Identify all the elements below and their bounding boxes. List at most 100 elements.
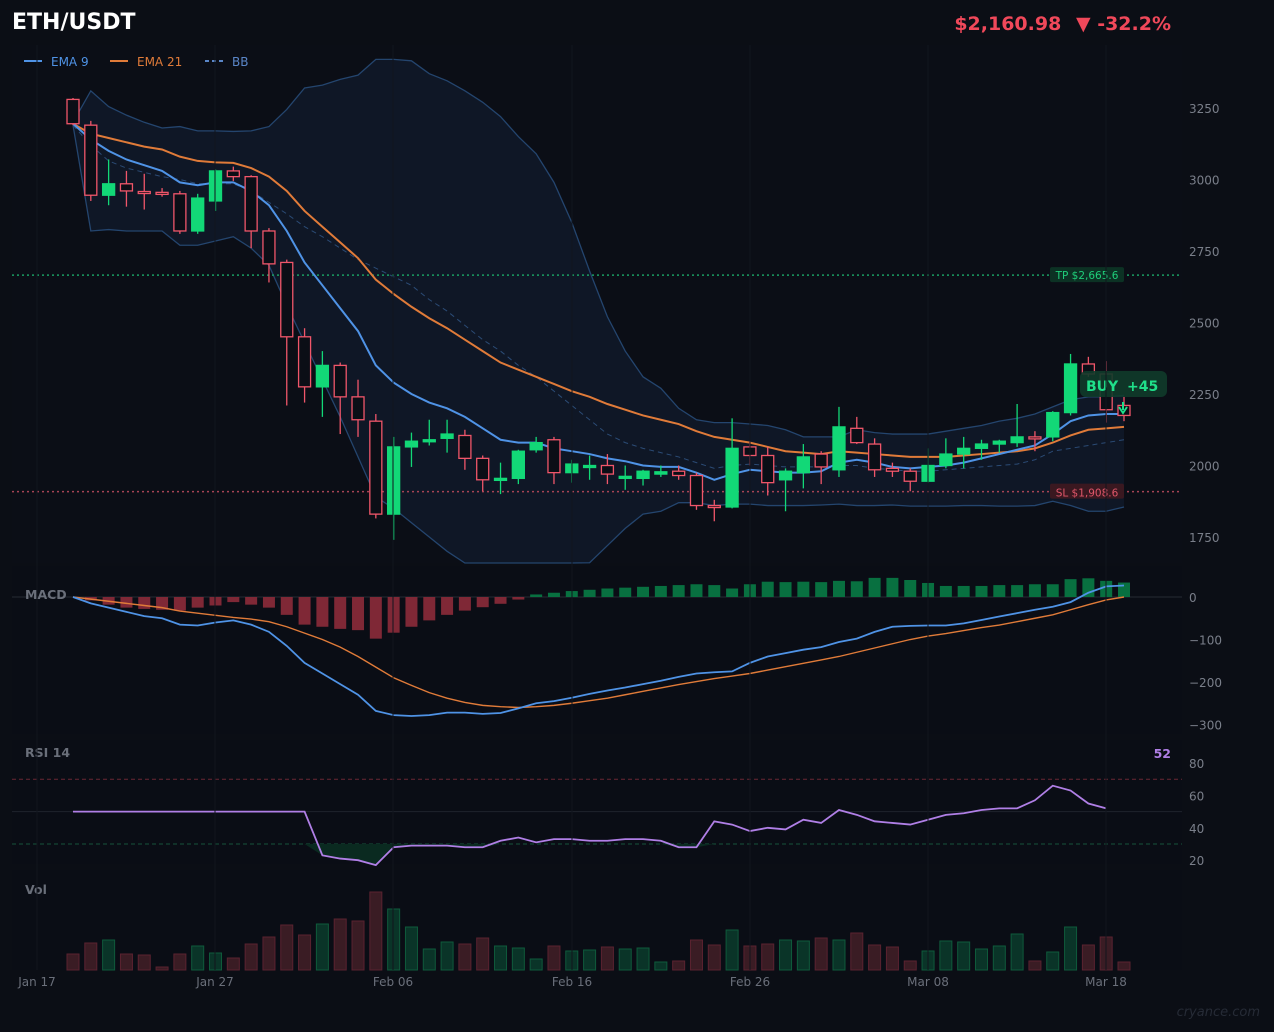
macd-signal-line xyxy=(72,596,1125,709)
macd-histogram-bar xyxy=(1028,584,1041,597)
macd-histogram-bar xyxy=(726,588,739,597)
price-axis-tick: 1750 xyxy=(1189,531,1220,545)
candle-body xyxy=(992,440,1006,445)
volume-bar xyxy=(66,953,80,971)
rsi-axis-tick: 60 xyxy=(1189,789,1204,803)
x-axis-tick: Feb 26 xyxy=(730,975,770,989)
candle-body xyxy=(832,426,846,471)
macd-histogram-bar xyxy=(405,597,418,627)
price-axis-tick: 3250 xyxy=(1189,102,1220,116)
current-price: $2,160.98 xyxy=(954,13,1062,35)
candle-body xyxy=(440,433,454,439)
volume-bar xyxy=(244,943,258,971)
volume-bar xyxy=(636,947,650,971)
symbol-title: ETH/USDT xyxy=(12,10,136,35)
candle-body xyxy=(297,336,312,388)
candle-body xyxy=(903,470,917,482)
macd-histogram-bar xyxy=(512,597,525,600)
candle-body xyxy=(867,443,882,471)
candle-body xyxy=(333,364,347,398)
volume-bar xyxy=(476,937,490,971)
volume-bar xyxy=(903,960,917,971)
volume-panel-bg xyxy=(12,870,1182,970)
candle-body xyxy=(280,261,294,338)
volume-bar xyxy=(458,943,472,971)
macd-histogram-bar xyxy=(530,594,543,597)
macd-histogram-bar xyxy=(369,597,382,639)
candle-body xyxy=(208,170,223,202)
volume-bar xyxy=(262,936,276,971)
macd-histogram-bar xyxy=(797,581,810,597)
macd-histogram-bar xyxy=(619,587,632,597)
sl-label: SL $1,908.6 xyxy=(1056,488,1119,500)
candle-body xyxy=(654,471,668,475)
price-axis-tick: 2750 xyxy=(1189,245,1220,259)
volume-panel-label: Vol xyxy=(25,882,47,897)
candle-body xyxy=(155,191,169,196)
candle-body xyxy=(885,467,900,472)
volume-bar xyxy=(315,923,329,971)
macd-line xyxy=(72,584,1125,717)
x-axis-tick: Mar 08 xyxy=(907,975,949,989)
volume-bar xyxy=(885,946,899,971)
x-axis-tick: Mar 18 xyxy=(1085,975,1127,989)
bb-lower-line xyxy=(72,125,1125,564)
candle-body xyxy=(547,439,561,474)
volume-bar xyxy=(84,942,98,971)
candle-body xyxy=(636,470,650,480)
macd-histogram-bar xyxy=(904,580,917,597)
macd-histogram-bar xyxy=(1064,579,1077,597)
tp-label: TP $2,665.6 xyxy=(1055,270,1119,282)
macd-histogram-bar xyxy=(637,586,650,597)
volume-bar xyxy=(102,939,116,971)
volume-bar xyxy=(191,945,205,971)
buy-signal-label: BUY xyxy=(1086,379,1119,395)
candle-body xyxy=(814,453,828,468)
macd-histogram-bar xyxy=(209,597,222,606)
price-axis-tick: 3000 xyxy=(1189,174,1220,188)
x-axis-tick: Feb 06 xyxy=(373,975,413,989)
rsi-panel-bg xyxy=(12,740,1182,864)
macd-axis-tick: 0 xyxy=(1189,591,1197,605)
macd-histogram-bar xyxy=(761,581,774,597)
volume-bar xyxy=(850,932,864,971)
macd-histogram-bar xyxy=(298,597,311,625)
candle-body xyxy=(262,230,276,265)
volume-bar xyxy=(209,952,223,971)
price-axis-tick: 2500 xyxy=(1189,317,1220,331)
volume-bar xyxy=(333,918,347,971)
macd-histogram-bar xyxy=(672,585,685,597)
macd-histogram-bar xyxy=(975,585,988,597)
candle-body xyxy=(101,183,116,196)
x-axis-tick: Jan 17 xyxy=(17,975,56,989)
candle-body xyxy=(974,443,989,449)
rsi-panel-label: RSI 14 xyxy=(25,745,70,760)
buy-signal-badge xyxy=(1080,371,1167,397)
x-axis-tick: Jan 27 xyxy=(195,975,234,989)
candle-body xyxy=(600,464,615,475)
volume-bar xyxy=(494,945,508,971)
volume-bar xyxy=(761,943,775,971)
candle-body xyxy=(458,434,472,460)
candle-body xyxy=(582,464,597,469)
macd-panel-bg xyxy=(12,566,1182,734)
macd-histogram-bar xyxy=(850,581,863,597)
candle-body xyxy=(315,364,330,388)
candle-body xyxy=(707,504,721,509)
volume-bar xyxy=(1064,926,1078,971)
volume-bar xyxy=(868,944,882,971)
candle-body xyxy=(84,124,98,196)
macd-histogram-bar xyxy=(957,585,970,597)
macd-histogram-bar xyxy=(815,582,828,597)
macd-panel-label: MACD xyxy=(25,587,67,602)
macd-histogram-bar xyxy=(868,577,881,597)
volume-bar xyxy=(654,961,668,971)
macd-histogram-bar xyxy=(387,597,400,633)
volume-bar xyxy=(155,966,169,971)
candle-body xyxy=(226,170,240,178)
candle-body xyxy=(725,447,739,508)
volume-bar xyxy=(1010,933,1024,971)
macd-histogram-bar xyxy=(494,597,507,604)
buy-signal-score: +45 xyxy=(1127,379,1158,395)
candle-body xyxy=(778,470,793,481)
